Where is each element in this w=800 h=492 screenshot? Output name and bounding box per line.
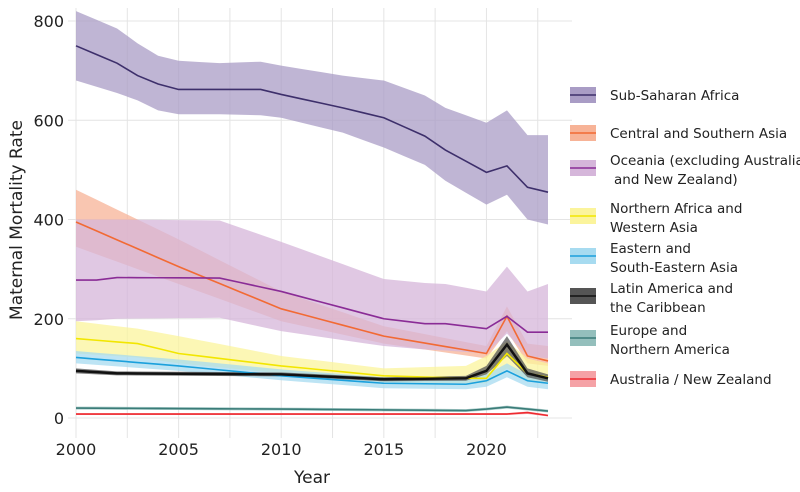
uncertainty-bands [76, 11, 548, 417]
legend-item: Australia / New Zealand [570, 371, 772, 388]
x-tick-label: 2005 [158, 440, 199, 459]
x-tick-label: 2015 [363, 440, 404, 459]
legend-label: Central and Southern Asia [610, 126, 787, 142]
legend-item: Eastern and South-Eastern Asia [570, 241, 738, 276]
y-tick-label: 200 [33, 310, 64, 329]
legend-item: Latin America and the Caribbean [570, 281, 733, 316]
band-sub-saharan-africa [76, 11, 548, 225]
legend-label: Northern Africa and Western Asia [610, 201, 742, 236]
series-lines [75, 45, 549, 417]
y-tick-label: 400 [33, 211, 64, 230]
legend-label: Oceania (excluding Australia and New Zeal… [610, 153, 800, 188]
x-axis-ticks: 2000 2005 2010 2015 2020 [56, 440, 507, 459]
line-central-and-southern-asia [75, 221, 549, 362]
y-tick-label: 0 [54, 409, 64, 428]
line-australia-new-zealand [76, 411, 549, 417]
legend-label: Latin America and the Caribbean [610, 281, 733, 316]
band-northern-africa-and-western-asia [76, 321, 548, 384]
x-tick-label: 2010 [261, 440, 302, 459]
legend-item: Oceania (excluding Australia and New Zeal… [570, 153, 800, 188]
line-europe-and-northern-america [75, 406, 549, 412]
legend-label: Sub-Saharan Africa [610, 88, 739, 104]
legend: Sub-Saharan Africa Central and Southern A… [570, 87, 800, 388]
legend-label: Eastern and South-Eastern Asia [610, 241, 738, 276]
x-axis-label: Year [293, 468, 330, 488]
y-axis-label: Maternal Mortality Rate [7, 120, 27, 320]
x-tick-label: 2020 [466, 440, 507, 459]
y-tick-label: 600 [33, 111, 64, 130]
legend-item: Europe and Northern America [570, 323, 730, 358]
y-axis-ticks: 0 200 400 600 800 [33, 12, 64, 428]
y-tick-label: 800 [33, 12, 64, 31]
legend-item: Central and Southern Asia [570, 125, 787, 142]
legend-item: Northern Africa and Western Asia [570, 201, 742, 236]
line-eastern-and-south-eastern-asia [75, 356, 549, 386]
x-tick-label: 2000 [56, 440, 97, 459]
legend-item: Sub-Saharan Africa [570, 87, 739, 104]
line-latin-america-and-the-caribbean [75, 342, 549, 381]
legend-label: Europe and Northern America [610, 323, 730, 358]
legend-label: Australia / New Zealand [610, 372, 772, 388]
line-sub-saharan-africa [75, 45, 549, 193]
line-oceania-excluding-australia-and-new-zealand- [76, 276, 548, 333]
